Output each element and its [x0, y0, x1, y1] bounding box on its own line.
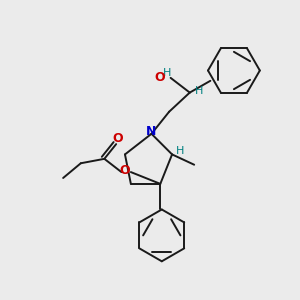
Text: O: O [154, 71, 165, 84]
Text: N: N [146, 125, 157, 138]
Text: H: H [176, 146, 184, 157]
Text: H: H [194, 86, 203, 96]
Text: O: O [120, 164, 130, 177]
Text: O: O [112, 132, 123, 145]
Text: H: H [163, 68, 171, 78]
